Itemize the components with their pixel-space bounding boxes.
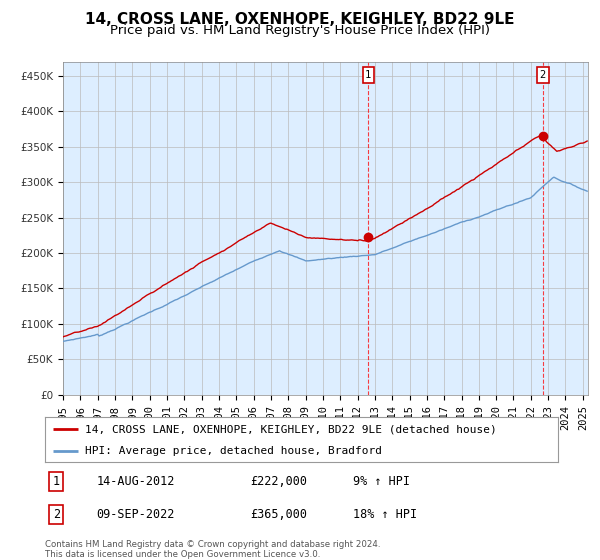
Text: Price paid vs. HM Land Registry's House Price Index (HPI): Price paid vs. HM Land Registry's House … (110, 24, 490, 36)
Text: 2: 2 (53, 508, 60, 521)
Text: 14, CROSS LANE, OXENHOPE, KEIGHLEY, BD22 9LE: 14, CROSS LANE, OXENHOPE, KEIGHLEY, BD22… (85, 12, 515, 27)
Text: Contains HM Land Registry data © Crown copyright and database right 2024.
This d: Contains HM Land Registry data © Crown c… (45, 540, 380, 559)
Text: 1: 1 (365, 70, 371, 80)
Text: 14, CROSS LANE, OXENHOPE, KEIGHLEY, BD22 9LE (detached house): 14, CROSS LANE, OXENHOPE, KEIGHLEY, BD22… (85, 424, 497, 435)
Text: 18% ↑ HPI: 18% ↑ HPI (353, 508, 417, 521)
Text: £365,000: £365,000 (250, 508, 307, 521)
Text: 09-SEP-2022: 09-SEP-2022 (97, 508, 175, 521)
Text: 2: 2 (539, 70, 546, 80)
Text: HPI: Average price, detached house, Bradford: HPI: Average price, detached house, Brad… (85, 446, 382, 456)
Text: 14-AUG-2012: 14-AUG-2012 (97, 475, 175, 488)
Text: 1: 1 (53, 475, 60, 488)
Text: 9% ↑ HPI: 9% ↑ HPI (353, 475, 410, 488)
Text: £222,000: £222,000 (250, 475, 307, 488)
